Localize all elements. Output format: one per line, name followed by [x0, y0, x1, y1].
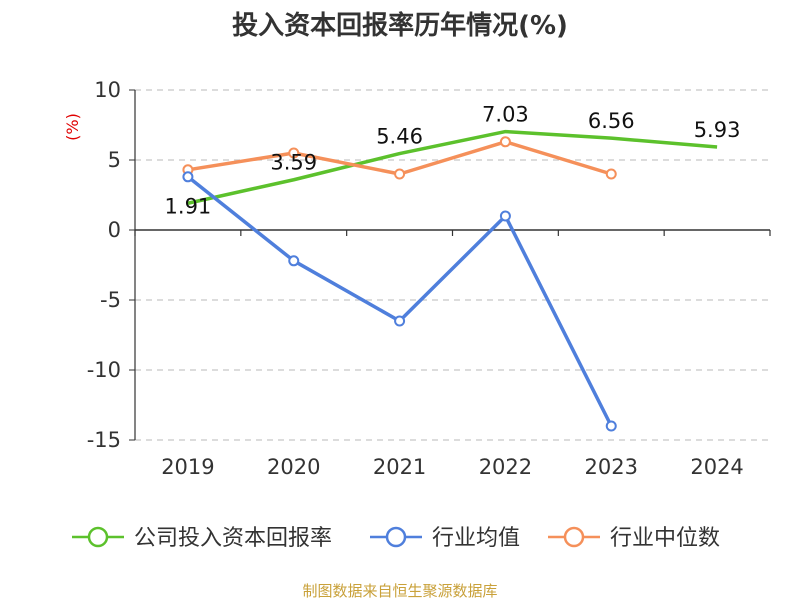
data-point [182, 171, 194, 183]
series-line [187, 129, 718, 205]
source-note: 制图数据来自恒生聚源数据库 [302, 582, 497, 600]
x-tick-label: 2021 [373, 455, 426, 479]
data-point [605, 420, 617, 432]
data-label: 3.59 [270, 151, 317, 175]
data-label: 7.03 [482, 103, 529, 127]
data-label: 6.56 [588, 109, 635, 133]
legend-marker [563, 526, 585, 548]
y-tick-label: 5 [108, 148, 121, 172]
legend: 公司投入资本回报率 行业均值 行业中位数 [72, 526, 720, 551]
legend-marker [385, 526, 407, 548]
series-industry-median [182, 136, 617, 180]
data-point [499, 136, 511, 148]
data-labels: 1.91 3.59 5.46 7.03 6.56 5.93 [165, 103, 741, 219]
y-axis-label: (%) [63, 113, 82, 141]
y-tick-label: 10 [94, 78, 121, 102]
legend-label: 行业均值 [432, 526, 520, 551]
grid-lines [135, 89, 770, 441]
data-label: 5.93 [694, 118, 741, 142]
data-point [394, 315, 406, 327]
x-tick-label: 2020 [267, 455, 320, 479]
legend-item[interactable]: 行业均值 [370, 526, 520, 551]
legend-marker [87, 526, 109, 548]
data-point [288, 147, 300, 159]
series-layer [182, 129, 718, 432]
data-point [288, 255, 300, 267]
series-industry-mean [182, 171, 617, 432]
x-tick-label: 2022 [479, 455, 532, 479]
y-tick-label: -10 [87, 358, 121, 382]
legend-label: 公司投入资本回报率 [134, 526, 332, 551]
y-tick-label: 0 [108, 218, 121, 242]
data-point [605, 168, 617, 180]
series-company [187, 129, 718, 205]
series-line [186, 175, 613, 427]
legend-label: 行业中位数 [610, 526, 720, 551]
y-tick-label: -5 [100, 288, 121, 312]
data-label: 5.46 [376, 125, 423, 149]
data-point [499, 210, 511, 222]
x-tick-label: 2023 [585, 455, 638, 479]
x-tick-label: 2024 [690, 455, 743, 479]
chart-title: 投入资本回报率历年情况(%) [232, 10, 568, 41]
legend-item[interactable]: 行业中位数 [548, 526, 720, 551]
x-tick-label: 2019 [161, 455, 214, 479]
data-point [394, 168, 406, 180]
legend-item[interactable]: 公司投入资本回报率 [72, 526, 332, 551]
axes: 10 5 0 -5 -10 -15 2019 2020 2021 2022 2023 2024 [87, 78, 771, 479]
data-label: 1.91 [165, 194, 212, 218]
y-tick-label: -15 [87, 428, 121, 452]
